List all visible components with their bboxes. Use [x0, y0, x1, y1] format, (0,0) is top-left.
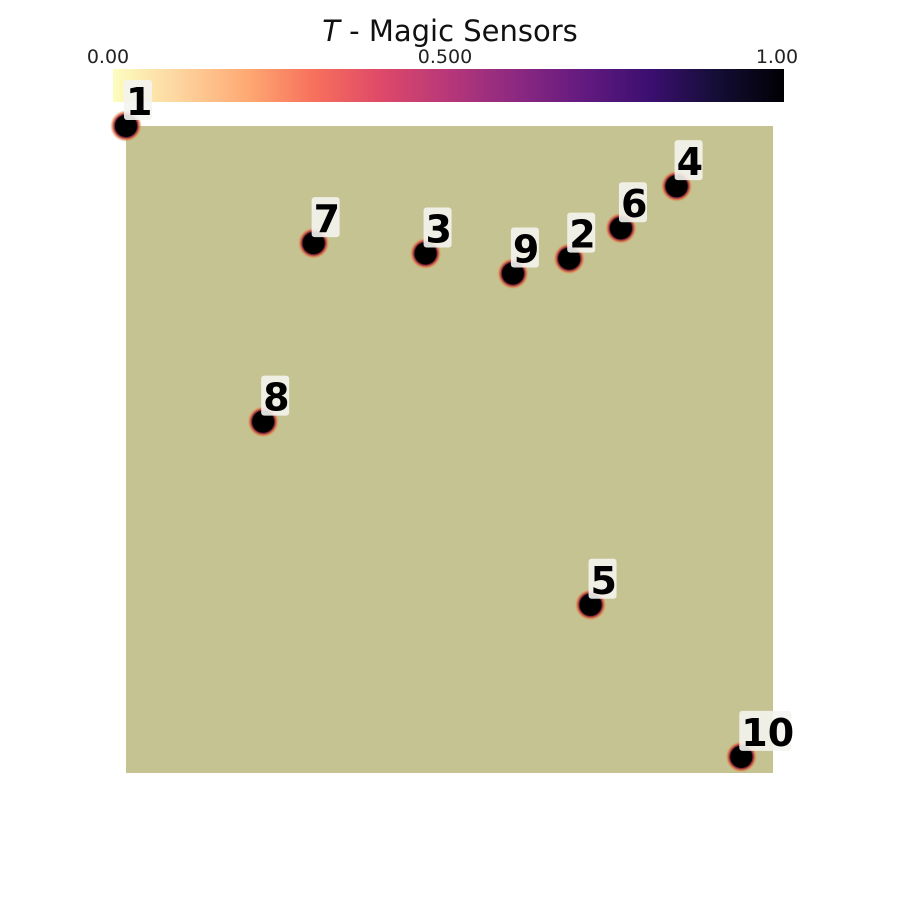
sensor-marker-core-8 — [252, 410, 275, 433]
sensor-label-6: 6 — [621, 182, 647, 226]
sensor-label-1: 1 — [126, 80, 152, 124]
sensor-label-bg-2 — [567, 212, 596, 253]
sensor-marker-core-3 — [414, 242, 437, 265]
sensor-marker-core-9 — [501, 262, 524, 285]
sensor-label-8: 8 — [263, 376, 289, 420]
colorbar — [113, 69, 784, 102]
title-variable: T — [322, 14, 340, 48]
sensor-label-bg-8 — [261, 375, 290, 416]
sensor-label-bg-9 — [510, 227, 539, 268]
sensor-label-bg-6 — [618, 182, 647, 223]
colorbar-tick-max: 1.00 — [755, 46, 799, 68]
sensor-label-9: 9 — [513, 228, 539, 272]
sensor-marker-core-4 — [665, 175, 688, 198]
sensor-label-3: 3 — [426, 207, 452, 251]
sensor-markers: 1 2 3 4 5 6 7 8 9 10 — [110, 80, 794, 773]
colorbar-tick-mid: 0.500 — [417, 46, 473, 68]
sensor-label-10: 10 — [741, 711, 794, 755]
sensor-label-bg-10 — [739, 710, 792, 751]
sensor-label-5: 5 — [591, 559, 617, 603]
sensor-marker-core-5 — [579, 593, 602, 616]
sensor-label-4: 4 — [677, 140, 703, 184]
chart-title: T - Magic Sensors — [0, 14, 900, 48]
sensor-label-bg-5 — [588, 558, 617, 599]
sensor-label-bg-7 — [311, 197, 340, 238]
sensor-label-bg-1 — [124, 80, 152, 120]
sensor-marker-core-6 — [609, 217, 632, 240]
sensor-marker-core-1 — [115, 115, 137, 137]
title-text: - Magic Sensors — [339, 14, 578, 48]
sensor-marker-core-2 — [558, 247, 581, 270]
sensor-label-7: 7 — [314, 197, 340, 241]
sensor-marker-core-10 — [730, 745, 753, 768]
sensor-marker-core-7 — [302, 232, 325, 255]
sensor-label-bg-3 — [423, 207, 452, 248]
sensor-label-bg-4 — [674, 140, 703, 181]
colorbar-tick-min: 0.00 — [86, 46, 130, 68]
sensor-label-2: 2 — [569, 213, 595, 257]
